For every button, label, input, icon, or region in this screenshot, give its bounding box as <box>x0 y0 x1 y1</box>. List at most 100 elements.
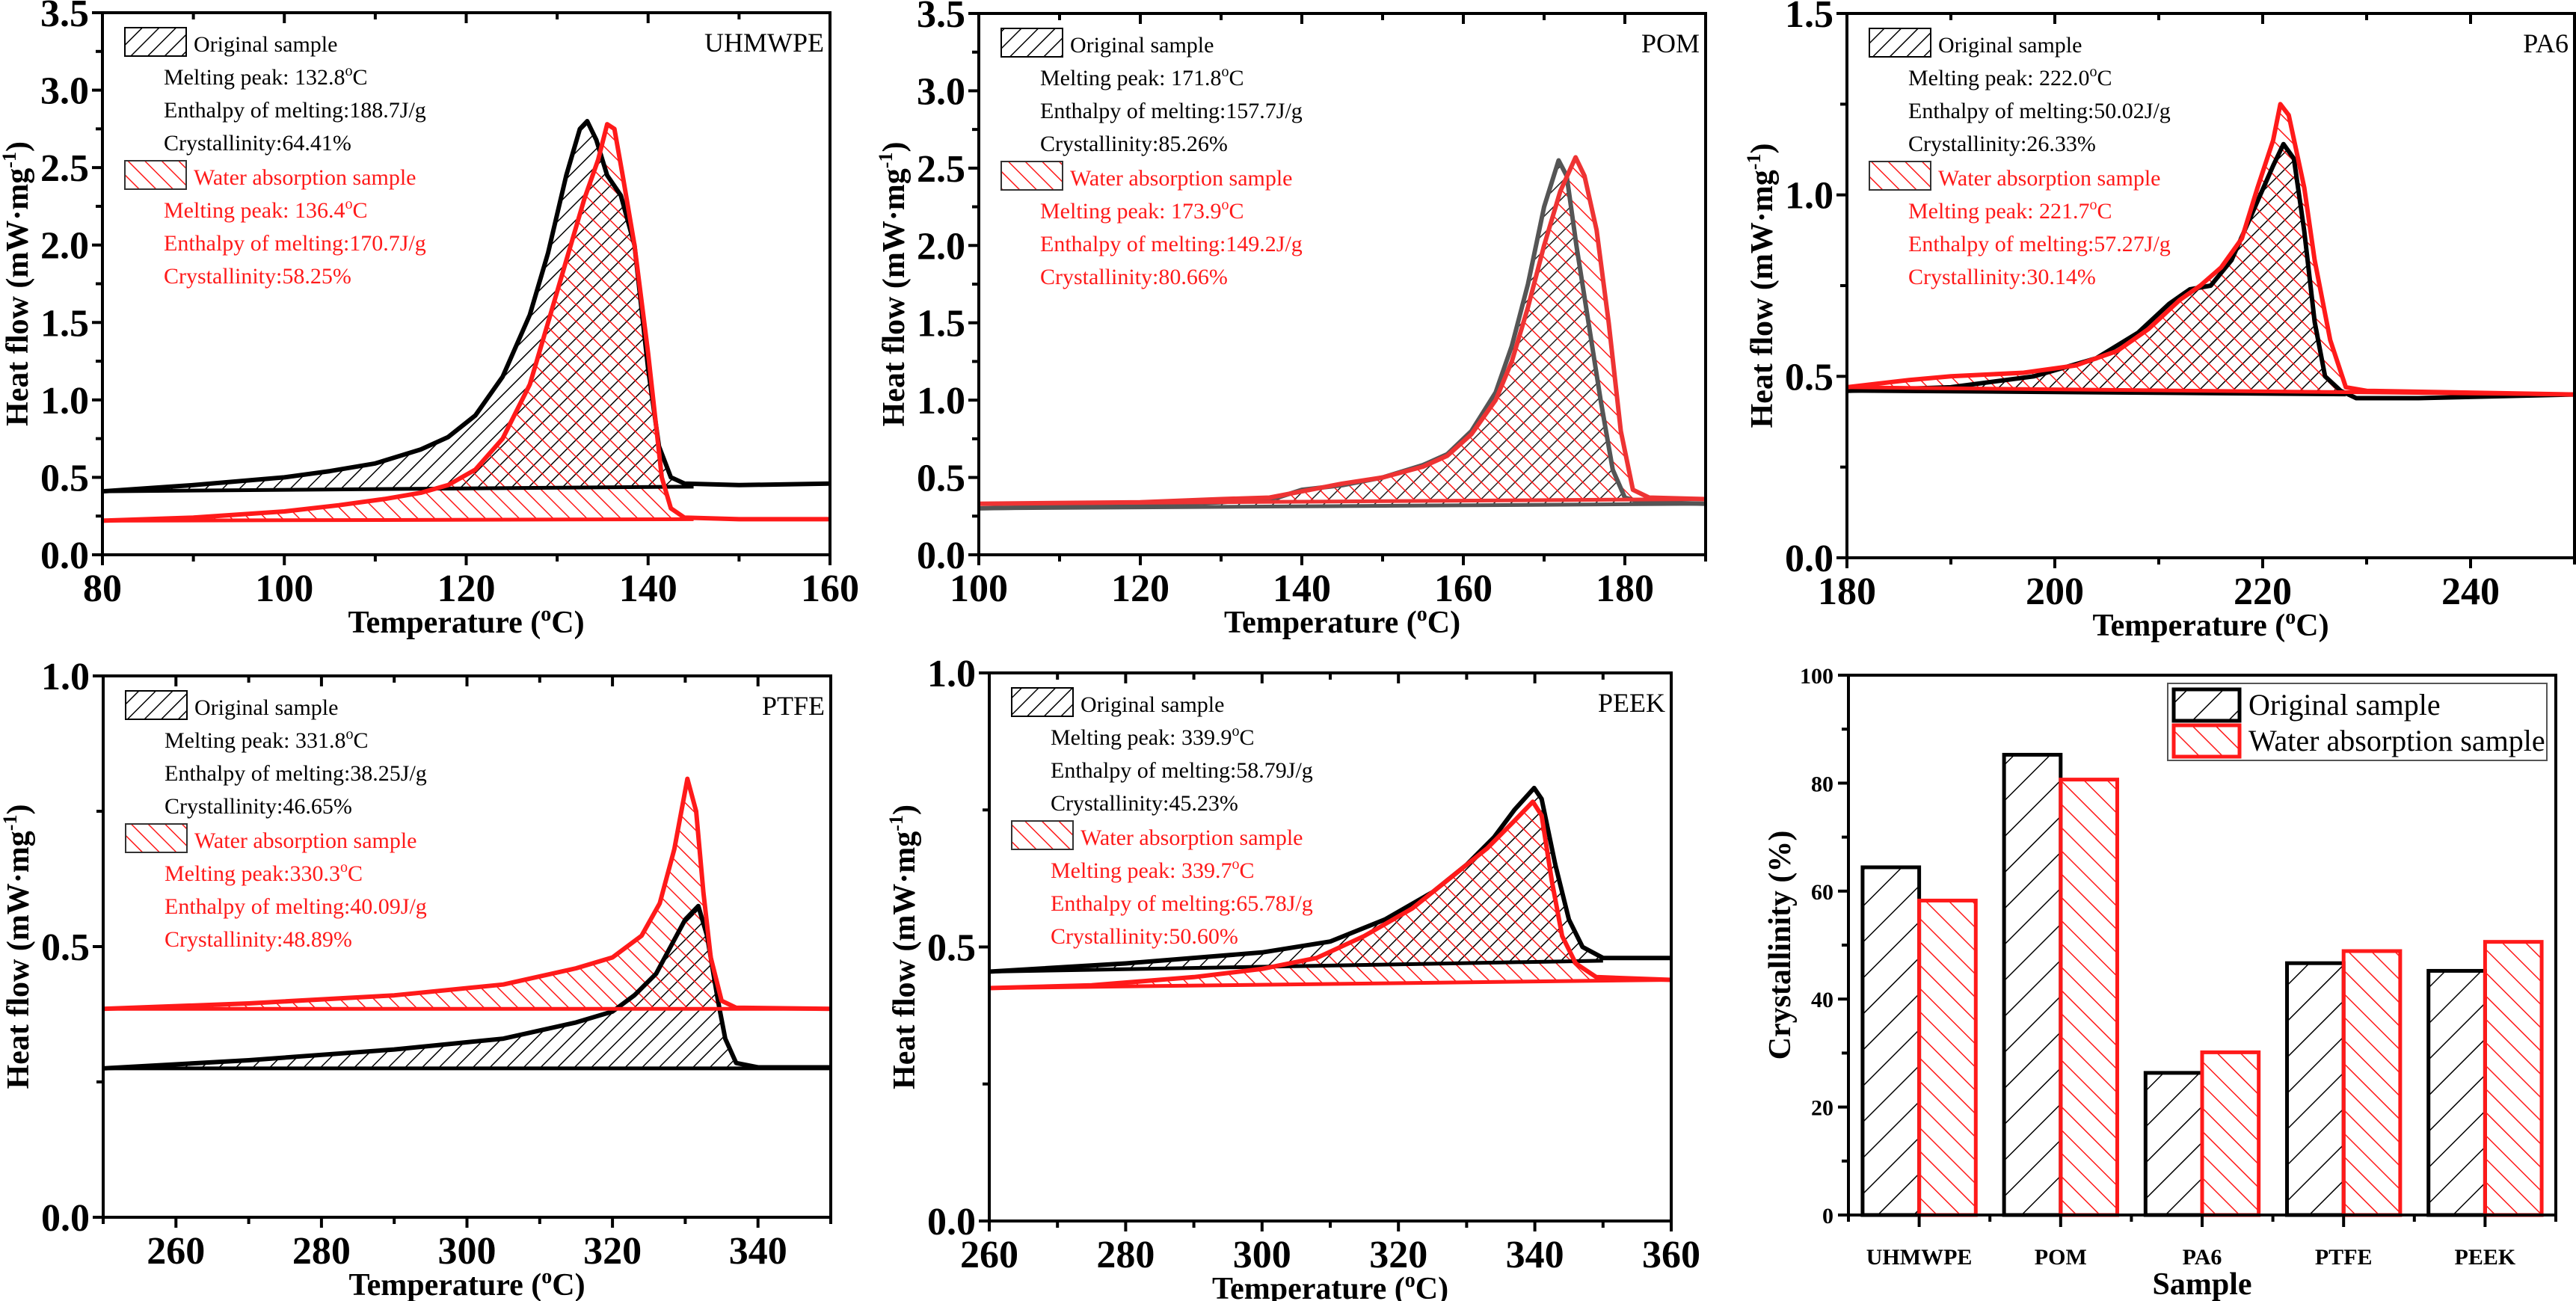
legend-label-water: Water absorption sample <box>1938 166 2161 191</box>
hatched-area-water <box>103 778 831 1009</box>
superscript: o <box>1221 64 1229 80</box>
annotation-line: Enthalpy of melting:188.7J/g <box>164 98 426 123</box>
label-part: C) <box>552 1268 585 1301</box>
x-tick-label: 140 <box>1273 568 1331 610</box>
superscript: o <box>345 63 352 79</box>
label-part: Temperature ( <box>1224 606 1417 640</box>
legend-label-original: Original sample <box>1070 33 1214 58</box>
label-part: ) <box>1 805 36 815</box>
y-tick-label: 1.0 <box>41 656 90 698</box>
panel-title: POM <box>1641 28 1700 58</box>
legend-label-water: Water absorption sample <box>194 165 416 190</box>
y-tick-label: 0.0 <box>917 535 965 577</box>
legend-swatch-water <box>125 823 188 853</box>
superscript: o <box>1232 723 1239 739</box>
annotation-line: Crystallinity:46.65% <box>165 794 352 819</box>
y-tick-label: 1.5 <box>917 303 965 345</box>
annotation-line: Enthalpy of melting:50.02J/g <box>1908 99 2171 123</box>
legend-label-original: Original sample <box>1938 33 2082 58</box>
annotation-line: Melting peak: 331.8oC <box>165 726 368 753</box>
legend-swatch-original <box>124 27 187 57</box>
annotation-part: Melting peak: 173.9 <box>1040 199 1221 224</box>
y-tick-label: 0.5 <box>927 927 976 970</box>
hatched-area-original <box>103 905 831 1068</box>
y-tick-label: 0 <box>1822 1204 1833 1228</box>
label-part: Heat flow (mW·mg <box>1 831 36 1089</box>
label-part: C) <box>551 606 584 640</box>
x-tick-label: POM <box>2035 1245 2087 1270</box>
superscript: o <box>345 726 353 742</box>
x-tick-label: 180 <box>1596 568 1654 610</box>
curve-original <box>989 785 1671 974</box>
annotation-part: Melting peak: 339.7 <box>1051 858 1232 883</box>
superscript: o <box>1232 856 1239 873</box>
bar-original-uhmwpe <box>1860 865 1922 1217</box>
y-tick-label: 60 <box>1811 880 1833 905</box>
legend-label-water: Water absorption sample <box>1070 166 1293 191</box>
legend-swatch-original <box>1011 687 1074 717</box>
annotation-line: Enthalpy of melting:38.25J/g <box>165 761 427 786</box>
annotation-line: Crystallinity:64.41% <box>164 131 351 156</box>
y-tick-label: 3.5 <box>917 0 965 36</box>
legend-swatch-original <box>125 690 188 720</box>
legend-label-original: Original sample <box>194 695 338 720</box>
annotation-line: Melting peak: 221.7oC <box>1908 197 2112 224</box>
legend-label-original: Original sample <box>1080 692 1224 717</box>
superscript: o <box>1221 197 1229 213</box>
x-tick-label: UHMWPE <box>1866 1245 1973 1270</box>
legend-swatch-original <box>2171 687 2242 723</box>
label-part: Heat flow (mW·mg <box>1745 170 1780 428</box>
annotation-part: Melting peak: 221.7 <box>1908 199 2089 224</box>
curve-water <box>989 799 1671 991</box>
curve-water <box>103 776 831 1012</box>
y-tick-label: 0.5 <box>40 457 89 499</box>
legend-label-water: Water absorption sample <box>1080 825 1303 850</box>
y-tick-label: 2.0 <box>917 225 965 268</box>
x-tick-label: 120 <box>437 568 496 610</box>
bar-original-peek <box>2426 968 2487 1217</box>
legend-label-water: Water absorption sample <box>194 828 417 853</box>
bar-water-pom <box>2059 778 2119 1217</box>
bar-water-uhmwpe <box>1917 898 1978 1217</box>
y-tick-label: 0.5 <box>1785 356 1833 399</box>
annotation-part: C <box>1239 858 1254 883</box>
plot-area <box>102 119 830 523</box>
superscript: -1 <box>885 815 907 831</box>
x-axis-title: Temperature (oC) <box>348 603 584 640</box>
superscript: o <box>340 859 348 876</box>
label-part: ) <box>888 805 922 815</box>
x-tick-label: 220 <box>2234 570 2292 613</box>
label-part: Heat flow (mW·mg <box>877 168 912 426</box>
y-tick-label: 3.0 <box>40 70 89 113</box>
legend-swatch-water <box>1869 161 1931 191</box>
annotation-line: Enthalpy of melting:149.2J/g <box>1040 232 1303 256</box>
label-part: Heat flow (mW·mg <box>1 168 35 426</box>
y-axis-title: Heat flow (mW·mg-1) <box>0 805 36 1089</box>
y-axis-title: Heat flow (mW·mg-1) <box>875 142 912 427</box>
x-axis-title: Temperature (oC) <box>1212 1269 1448 1301</box>
x-tick-label: 340 <box>729 1230 787 1273</box>
label-part: ) <box>1745 144 1780 154</box>
y-tick-label: 2.0 <box>40 225 89 268</box>
legend-label-water: Water absorption sample <box>2248 724 2545 757</box>
annotation-part: C <box>353 728 368 753</box>
annotation-line: Melting peak: 173.9oC <box>1040 197 1244 224</box>
hatched-area-water <box>102 124 685 521</box>
hatched-area-water <box>989 802 1671 988</box>
annotation-line: Melting peak: 339.7oC <box>1051 856 1254 883</box>
superscript: o <box>1417 603 1427 626</box>
baseline-original <box>1847 389 2346 397</box>
panel-title: PTFE <box>762 691 825 721</box>
x-axis-title: Temperature (oC) <box>348 1265 585 1301</box>
legend-swatch-original <box>1869 28 1931 58</box>
y-axis-title: Heat flow (mW·mg-1) <box>1743 144 1780 428</box>
panel-title: PA6 <box>2523 28 2569 58</box>
annotation-line: Crystallinity:85.26% <box>1040 132 1228 156</box>
annotation-line: Enthalpy of melting:58.79J/g <box>1051 758 1313 783</box>
plot-area <box>103 776 831 1071</box>
plot-area <box>979 155 1706 511</box>
x-tick-label: 260 <box>960 1234 1018 1276</box>
